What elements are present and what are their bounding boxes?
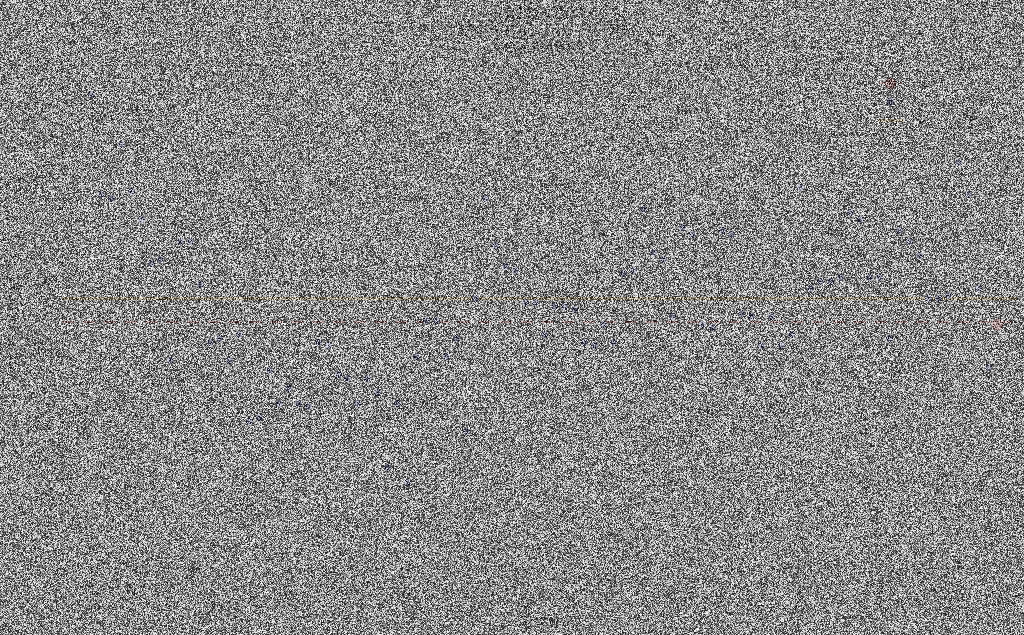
Point [940,290,956,300]
Point [665,311,681,321]
Point [970,283,986,293]
Point [398,477,415,487]
Point [930,293,946,304]
Point [211,333,227,343]
Point [437,351,454,361]
Point [349,398,366,408]
Point [251,412,267,422]
Point [132,215,148,225]
Point [684,229,700,239]
Point [605,337,622,347]
Point [162,354,178,364]
Point [575,337,592,347]
Point [763,311,779,321]
Point [123,185,139,196]
Point [654,254,671,264]
Point [979,362,995,372]
Point [142,257,159,267]
Point [635,204,651,214]
Point [556,300,572,311]
Point [181,236,198,246]
Point [153,254,169,264]
Point [113,139,129,149]
Point [339,373,355,383]
Point [753,340,769,351]
Point [772,340,788,351]
Point [319,340,336,351]
Point [694,319,711,329]
Point [802,283,818,293]
Y-axis label: Temperatura (°C): Temperatura (°C) [7,252,19,381]
Point [586,340,602,351]
Point [409,351,425,361]
Point [782,330,799,340]
Point [260,365,276,375]
Point [714,225,730,236]
Point [812,276,828,286]
Point [910,250,927,260]
Point [103,193,120,203]
Point [625,265,641,275]
Point [231,330,248,340]
Point [871,272,888,282]
Point [516,297,532,307]
Point [831,272,848,282]
Point [644,246,660,257]
Point [793,182,809,192]
Point [921,293,937,304]
Point [487,239,504,250]
Point [733,308,750,318]
Point [290,398,306,408]
X-axis label: Anno: Anno [519,614,559,628]
Legend: ·2017, Anni precedenti, Media attesa: ·2017, Anni precedenti, Media attesa [872,70,1011,133]
Point [281,384,297,394]
Point [615,268,632,278]
Point [300,401,316,411]
Point [595,319,611,329]
Point [497,261,513,271]
Point [526,297,543,307]
Point [172,236,188,246]
Point [674,222,690,232]
Point [959,189,976,199]
Point [221,354,238,364]
Point [851,215,867,225]
Point [270,398,287,408]
Point [83,88,99,98]
Point [369,387,385,397]
Point [477,193,494,203]
Point [418,315,434,325]
Point [565,304,582,314]
Point [822,276,839,286]
Point [241,416,257,426]
Point [546,300,562,311]
Point [507,265,523,275]
Point [379,462,395,472]
Point [428,315,444,325]
Point [330,369,346,379]
Point [989,319,1006,329]
Point [950,157,967,167]
Point [703,322,720,332]
Point [842,207,858,217]
Point [309,337,326,347]
Point [93,189,110,199]
Title: PREDAZZO
TEMPERATURE MEDIE
NOVEMBRE: PREDAZZO TEMPERATURE MEDIE NOVEMBRE [447,7,632,57]
Point [191,279,208,289]
Point [359,373,376,383]
Point [458,427,474,437]
Point [202,337,218,347]
Point [900,236,916,246]
Point [388,398,404,408]
Point [743,311,760,321]
Point [891,225,907,236]
Point [723,229,739,239]
Point [447,333,464,343]
Point [861,272,878,282]
Point [537,330,553,340]
Point [467,293,483,304]
Point [881,333,897,343]
